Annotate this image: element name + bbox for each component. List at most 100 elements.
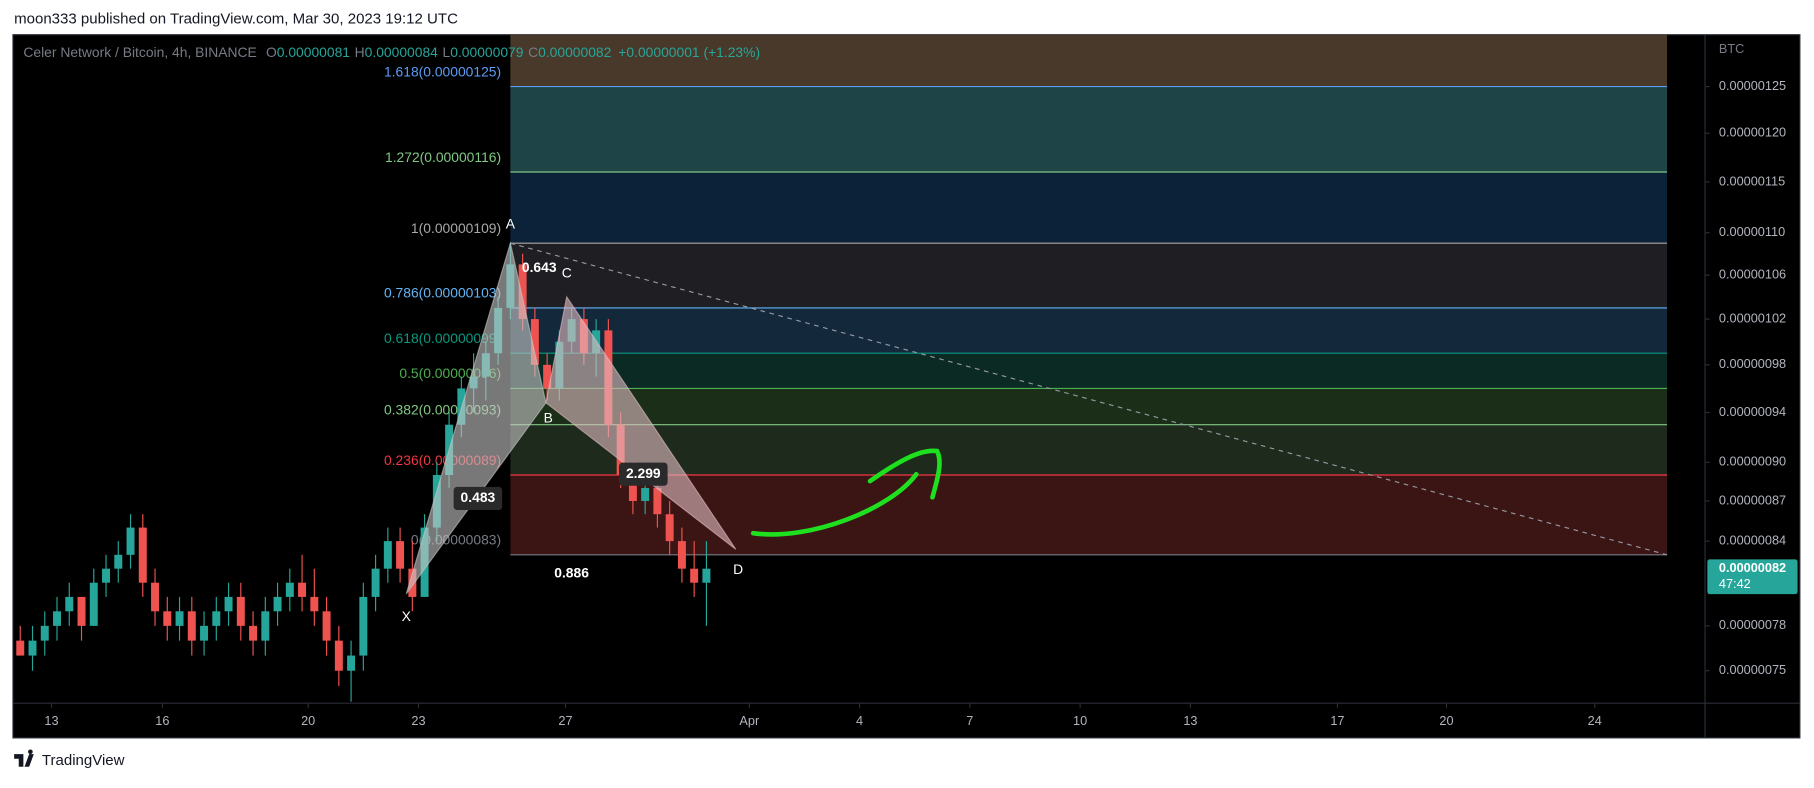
candle-body — [126, 527, 135, 555]
y-unit: BTC — [1719, 41, 1744, 56]
y-tick-label: 0.00000094 — [1719, 404, 1786, 419]
candle-body — [285, 582, 294, 597]
candle-body — [175, 611, 184, 626]
y-tick-label: 0.00000106 — [1719, 266, 1786, 281]
y-tick-label: 0.00000098 — [1719, 356, 1786, 371]
fib-zone — [510, 424, 1668, 476]
legend-key: C — [528, 44, 538, 60]
candle-body — [40, 625, 49, 641]
candle-body — [347, 655, 356, 671]
y-tick-label: 0.00000090 — [1719, 454, 1786, 469]
candle-body — [641, 487, 650, 501]
y-tick-label: 0.00000084 — [1719, 532, 1786, 547]
candle-body — [102, 568, 111, 583]
fib-level-label: 0.618(0.00000099) — [384, 330, 501, 346]
footer-brand: TradingView — [42, 752, 125, 769]
pattern-point-label: X — [402, 608, 411, 624]
y-tick-label: 0.00000078 — [1719, 617, 1786, 632]
candle-body — [261, 611, 270, 641]
candle-body — [200, 625, 209, 641]
x-tick-label: 17 — [1330, 713, 1344, 728]
y-tick-label: 0.00000087 — [1719, 492, 1786, 507]
candle-body — [224, 596, 233, 612]
legend: Celer Network / Bitcoin, 4h, BINANCE O 0.0… — [23, 44, 760, 60]
candle-body — [628, 475, 637, 501]
candle-body — [28, 640, 37, 656]
pattern-point-label: B — [544, 410, 553, 426]
candle-body — [138, 527, 147, 583]
candle-body — [212, 611, 221, 626]
candle-body — [273, 596, 282, 612]
candle-body — [543, 364, 552, 389]
marks: X A B C D — [16, 215, 1668, 702]
publisher: moon333 published on TradingView.com, Ma… — [14, 11, 458, 28]
candle-body — [53, 611, 61, 626]
candle-body — [383, 541, 392, 569]
fib-level-label: 1.272(0.00000116) — [385, 149, 501, 165]
fib-zone — [510, 172, 1668, 244]
candle-body — [665, 514, 674, 542]
y-tick-label: 0.00000075 — [1719, 662, 1786, 677]
candle-body — [114, 554, 123, 569]
candle-body — [322, 611, 331, 641]
candle-body — [530, 319, 539, 365]
pattern-point-label: C — [562, 264, 572, 280]
candle-body — [310, 596, 319, 612]
fib-zone — [510, 388, 1668, 425]
candle-body — [249, 625, 258, 641]
x-tick-label: 24 — [1588, 713, 1602, 728]
last-price-box — [1707, 559, 1798, 595]
y-tick-label: 0.00000115 — [1719, 173, 1785, 188]
candle-body — [677, 541, 686, 569]
y-tick-label: 0.00000102 — [1719, 310, 1786, 325]
y-tick-label: 0.00000120 — [1719, 125, 1786, 140]
logo-icon — [14, 749, 34, 767]
legend-key: H — [355, 44, 365, 60]
fib-zone — [510, 353, 1668, 389]
candle-body — [163, 611, 172, 626]
fib-zone — [510, 243, 1668, 308]
ratio-box — [453, 486, 503, 511]
arrow-head — [867, 448, 942, 500]
fib-zone — [510, 34, 1668, 87]
legend-title: Celer Network / Bitcoin, 4h, BINANCE — [23, 44, 256, 60]
x-tick-label: Apr — [739, 713, 760, 728]
candle-body — [151, 582, 160, 612]
pattern-point-label: A — [506, 215, 516, 231]
x-tick-label: 4 — [856, 713, 863, 728]
x-tick-label: 23 — [411, 713, 425, 728]
x-tick-label: 13 — [44, 713, 58, 728]
countdown-label: 47:42 — [1719, 576, 1751, 591]
candle-body — [518, 264, 527, 320]
ratio-label: 0.483 — [461, 489, 496, 505]
x-tick-label: 20 — [1439, 713, 1453, 728]
arrow-curve — [750, 471, 919, 537]
candle-body — [298, 582, 307, 597]
legend-change: +0.00000001 (+1.23%) — [618, 44, 760, 60]
pattern-point-label: D — [733, 561, 743, 577]
ratio-labels: 0.643 0.483 2.299 0.886 — [453, 259, 668, 580]
x-tick-label: 20 — [301, 713, 315, 728]
candle-body — [359, 596, 368, 656]
x-tick-label: 16 — [155, 713, 169, 728]
fib-level-label: 1.618(0.00000125) — [384, 63, 501, 79]
candle-body — [77, 596, 86, 626]
ratio-label: 2.299 — [626, 465, 661, 481]
candle-body — [187, 611, 196, 641]
candle-body — [236, 596, 245, 626]
legend-key: O — [266, 44, 277, 60]
fib-level-label: 1(0.00000109) — [411, 220, 501, 236]
legend-value: 0.00000082 — [538, 44, 612, 60]
fib-zones: 0(0.00000083)0.236(0.00000089)0.382(0.00… — [384, 34, 1668, 556]
candle-body — [334, 640, 343, 671]
last-price-label: 0.00000082 — [1719, 560, 1786, 575]
fib-level-label: 0.786(0.00000103) — [384, 285, 501, 301]
candle-body — [89, 582, 98, 626]
legend-value: 0.00000084 — [365, 44, 439, 60]
x-tick-label: 13 — [1183, 713, 1197, 728]
y-tick-label: 0.00000110 — [1719, 224, 1785, 239]
ratio-box — [619, 462, 668, 486]
candle-body — [371, 568, 380, 597]
legend-key: L — [443, 44, 451, 60]
